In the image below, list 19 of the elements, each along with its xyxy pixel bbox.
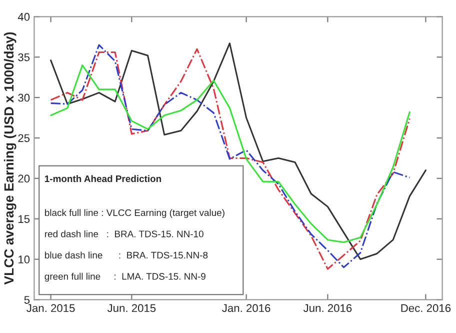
annotation: blue dash line : BRA. TDS-15.NN-8: [45, 252, 208, 259]
annotation: red dash line : BRA. TDS-15. NN-10: [45, 230, 204, 238]
annotation: green full line : LMA. TDS-15. NN-9: [44, 272, 206, 282]
y-axis-title: VLCC average Earning (USD x 1000/day): [4, 32, 16, 285]
y-tick-label: 25: [18, 134, 30, 142]
y-tick-label: 30: [18, 94, 30, 102]
x-tick-label: Jan. 2015: [26, 304, 75, 312]
x-tick-label: Jan. 2016: [222, 304, 270, 312]
y-tick-label: 35: [18, 53, 30, 62]
y-tick-label: 20: [18, 174, 30, 183]
y-tick-label: 15: [18, 215, 30, 223]
annotation: black full line : VLCC Earning (target value): [45, 209, 224, 218]
y-tick-label: 40: [18, 12, 30, 21]
x-tick-label: Jun. 2016: [303, 304, 352, 312]
y-tick-label: 5: [24, 296, 30, 304]
x-tick-label: Jun. 2015: [107, 304, 156, 312]
y-tick-label: 10: [18, 256, 30, 264]
annotation: 1-month Ahead Prediction: [45, 175, 162, 182]
x-tick-label: Dec. 2016: [401, 304, 451, 312]
